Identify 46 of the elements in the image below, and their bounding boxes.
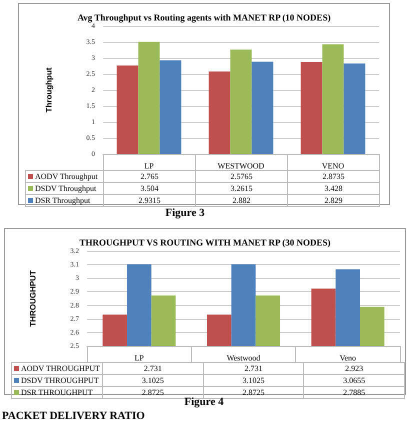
x-tick-label: Veno bbox=[340, 354, 356, 362]
bar bbox=[322, 44, 344, 154]
x-tick-label: Westwood bbox=[226, 354, 260, 362]
data-label: 2.923 bbox=[304, 362, 404, 374]
data-label: 2.882 bbox=[196, 194, 288, 206]
data-label: 2.5765 bbox=[196, 170, 288, 182]
data-label: 2.8735 bbox=[288, 170, 380, 182]
data-label: 2.8725 bbox=[242, 388, 264, 397]
legend-label: AODV THROUGHPUT bbox=[12, 362, 103, 374]
data-label: 3.428 bbox=[288, 182, 380, 194]
chart-title: Avg Throughput vs Routing agents with MANET RP (10 NODES) bbox=[77, 12, 331, 22]
caption: Figure 4 bbox=[184, 396, 224, 408]
data-label: 3.504 bbox=[104, 182, 196, 194]
bar bbox=[208, 72, 230, 154]
x-tick-label: LP bbox=[144, 162, 154, 170]
data-label: 2.9315 bbox=[104, 194, 196, 206]
data-label: 3.1025 bbox=[203, 374, 304, 386]
bar bbox=[138, 42, 160, 154]
legend-label: DSR THROUGHPUT bbox=[12, 386, 103, 398]
x-tick-label: WESTWOOD bbox=[218, 162, 265, 170]
data-label: 2.8725 bbox=[142, 388, 164, 397]
data-label: 2.731 bbox=[102, 362, 204, 374]
caption: Figure 3 bbox=[165, 207, 205, 219]
bar bbox=[160, 60, 182, 154]
data-label: 2.765 bbox=[104, 170, 196, 182]
bar bbox=[344, 63, 366, 154]
x-tick-label: VENO bbox=[322, 162, 344, 170]
chart-title: THROUGHPUT VS ROUTING WITH MANET RP (30 NODES) bbox=[79, 238, 331, 248]
y-axis-title: Throughput bbox=[44, 67, 54, 112]
data-label: 3.1025 bbox=[102, 374, 204, 386]
data-label: 2.7885 bbox=[304, 386, 404, 398]
bar bbox=[300, 62, 322, 154]
legend-label: AODV Throughput bbox=[26, 170, 104, 182]
bar bbox=[252, 62, 274, 154]
legend-label: DSDV Throughput bbox=[26, 182, 104, 194]
data-label: 2.731 bbox=[203, 362, 304, 374]
text: PACKET DELIVERY RATIO bbox=[2, 410, 145, 422]
legend-label: DSR Throughput bbox=[26, 194, 104, 206]
y-axis-title: THROUGHPUT bbox=[28, 270, 38, 327]
legend-label: DSDV THROUGHPUT bbox=[12, 374, 103, 386]
bar bbox=[116, 66, 138, 154]
bar bbox=[230, 50, 252, 154]
data-label: 2.829 bbox=[288, 194, 380, 206]
x-tick-label: LP bbox=[134, 354, 144, 362]
data-label: 3.2615 bbox=[196, 182, 288, 194]
data-label: 3.0655 bbox=[304, 374, 404, 386]
